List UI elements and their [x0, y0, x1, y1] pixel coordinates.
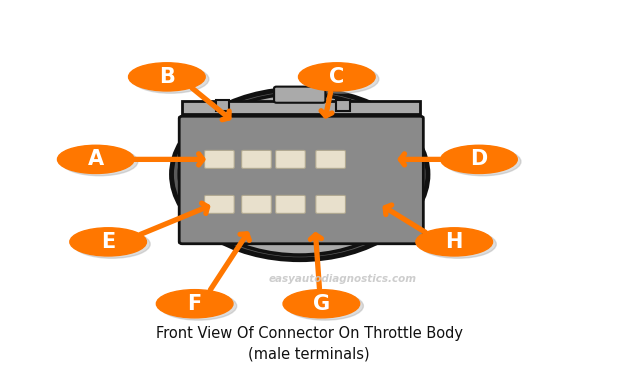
FancyBboxPatch shape [316, 150, 345, 168]
FancyBboxPatch shape [336, 100, 350, 111]
FancyBboxPatch shape [274, 87, 325, 103]
FancyBboxPatch shape [276, 150, 305, 168]
FancyBboxPatch shape [179, 116, 423, 244]
Ellipse shape [61, 147, 138, 176]
FancyBboxPatch shape [182, 101, 420, 114]
Text: B: B [159, 67, 175, 87]
Text: A: A [88, 149, 104, 170]
Text: easyautodiagnostics.com: easyautodiagnostics.com [269, 274, 417, 284]
Text: F: F [187, 294, 202, 314]
Ellipse shape [132, 65, 209, 93]
Text: H: H [446, 232, 463, 252]
Ellipse shape [444, 147, 521, 176]
Text: (male terminals): (male terminals) [248, 347, 370, 362]
Text: D: D [470, 149, 488, 170]
FancyBboxPatch shape [216, 100, 229, 111]
Ellipse shape [416, 228, 493, 256]
Ellipse shape [57, 145, 134, 174]
FancyBboxPatch shape [242, 150, 271, 168]
Ellipse shape [302, 65, 379, 93]
Ellipse shape [420, 230, 496, 258]
Ellipse shape [298, 63, 375, 91]
Text: E: E [101, 232, 116, 252]
Ellipse shape [179, 94, 420, 255]
Ellipse shape [70, 228, 146, 256]
Text: C: C [329, 67, 344, 87]
Text: Front View Of Connector On Throttle Body: Front View Of Connector On Throttle Body [156, 326, 462, 341]
Ellipse shape [441, 145, 517, 174]
FancyBboxPatch shape [205, 195, 234, 213]
Ellipse shape [283, 290, 360, 318]
Ellipse shape [172, 89, 428, 260]
Ellipse shape [156, 290, 233, 318]
Text: G: G [313, 294, 330, 314]
Ellipse shape [287, 292, 363, 320]
FancyBboxPatch shape [276, 195, 305, 213]
Ellipse shape [74, 230, 150, 258]
Ellipse shape [129, 63, 205, 91]
FancyBboxPatch shape [205, 150, 234, 168]
Ellipse shape [160, 292, 237, 320]
FancyBboxPatch shape [316, 195, 345, 213]
FancyBboxPatch shape [242, 195, 271, 213]
